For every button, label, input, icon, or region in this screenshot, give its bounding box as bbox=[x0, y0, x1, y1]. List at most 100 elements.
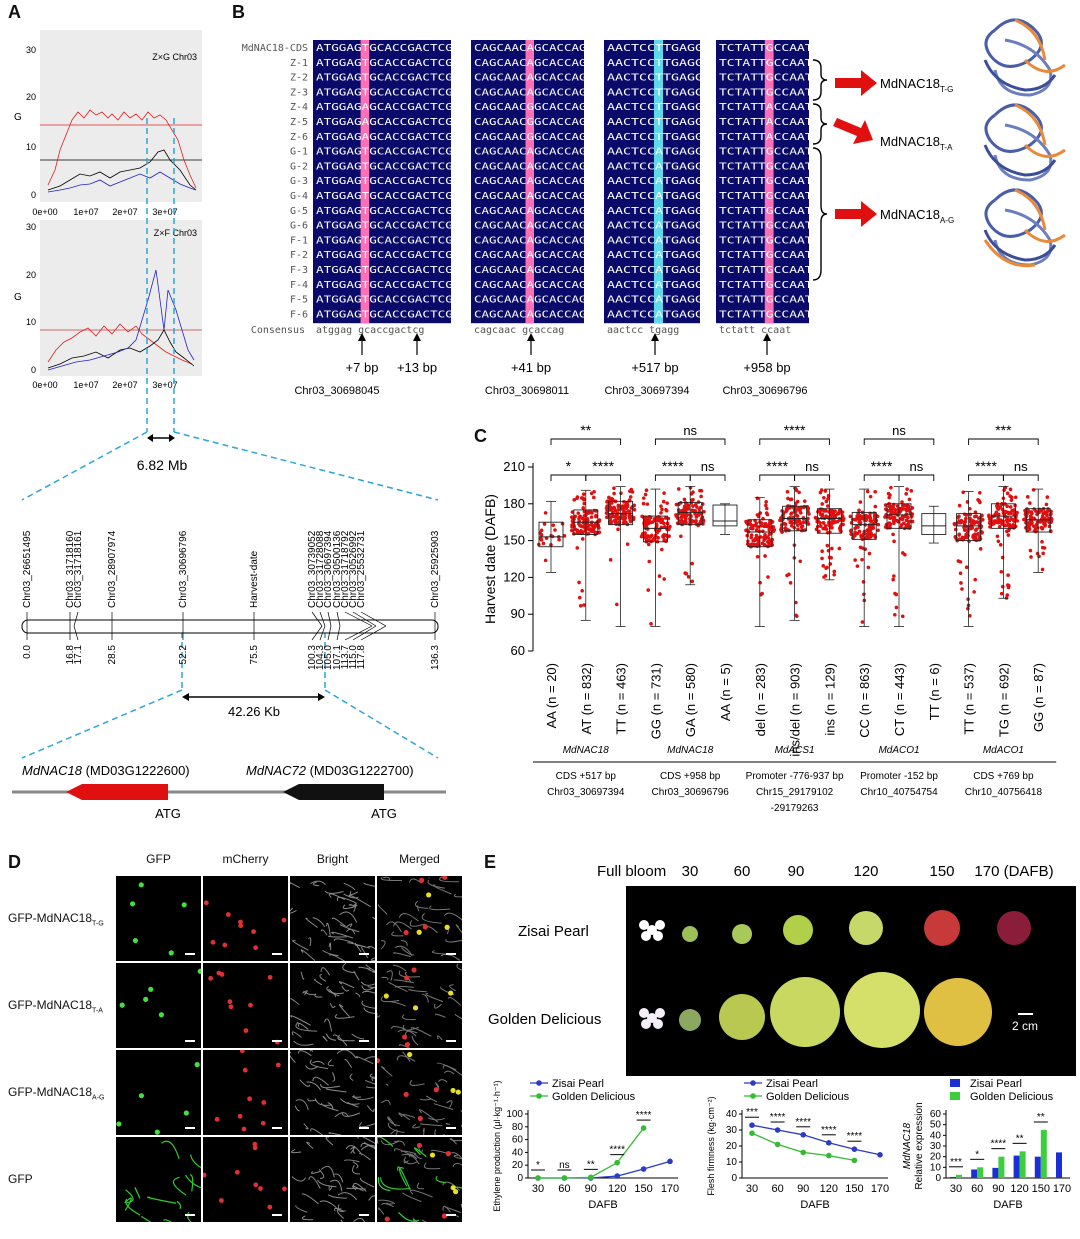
c-point bbox=[615, 602, 619, 607]
e-xtick: 170 bbox=[1053, 1183, 1071, 1195]
c-point bbox=[996, 539, 1001, 544]
alignment-sequence: ATGGAGTGCACCGACTCG bbox=[316, 191, 453, 202]
c-point bbox=[644, 537, 649, 541]
c-point bbox=[698, 488, 702, 493]
protein-structure-3 bbox=[983, 188, 1066, 268]
c-point bbox=[660, 507, 664, 512]
e-point bbox=[877, 1152, 883, 1158]
alignment-sequence: TCTATTGCCAAT bbox=[719, 221, 813, 232]
c-point bbox=[696, 513, 701, 517]
c-point bbox=[643, 517, 647, 521]
protein-structure-1 bbox=[983, 18, 1066, 97]
c-point bbox=[865, 528, 870, 533]
c-locus-line1: Promoter -776-937 bp bbox=[746, 771, 844, 782]
alignment-row-label: F-6 bbox=[290, 309, 308, 320]
c-point bbox=[1040, 545, 1045, 550]
c-point bbox=[643, 492, 648, 497]
c-ytick-label: 120 bbox=[503, 569, 525, 584]
e-sig-label: **** bbox=[847, 1131, 863, 1142]
c-point bbox=[627, 499, 632, 503]
e-series-line bbox=[751, 1124, 881, 1156]
c-box-14 bbox=[1022, 488, 1054, 573]
svg-text:90: 90 bbox=[788, 863, 805, 880]
c-point bbox=[586, 531, 591, 536]
alignment-sequence: AACTCCATGAGG bbox=[607, 176, 703, 187]
c-point bbox=[612, 514, 617, 519]
e-point bbox=[614, 1173, 620, 1179]
c-point bbox=[754, 533, 759, 538]
c-point bbox=[780, 509, 784, 513]
c-point bbox=[579, 529, 583, 533]
c-point bbox=[648, 534, 653, 539]
c-sig-label: *** bbox=[995, 425, 1012, 438]
e-xtick: 90 bbox=[992, 1183, 1004, 1195]
alignment-sequence: ATGGAGTGCACCGACTCG bbox=[316, 43, 453, 54]
e-point bbox=[667, 1158, 673, 1165]
c-point bbox=[1005, 504, 1010, 509]
c-locus-line2: Chr10_40754754 bbox=[860, 787, 938, 798]
gene-2-arrow bbox=[283, 784, 384, 800]
c-point bbox=[1045, 511, 1049, 515]
alignment-sequence: CAGCAACAGCACCAG bbox=[474, 221, 587, 232]
c-point bbox=[760, 541, 765, 546]
alignment-sequence: ATGGAGTGCACCGACTCG bbox=[316, 87, 453, 98]
alignment-sequence: CAGCAACAGCACCAG bbox=[474, 147, 587, 158]
c-point bbox=[826, 548, 831, 553]
c-point bbox=[612, 491, 616, 496]
c-point bbox=[766, 575, 770, 579]
c-point bbox=[578, 604, 583, 608]
c-point bbox=[581, 492, 586, 496]
alignment-sequence: TCTATTGCCAAT bbox=[719, 191, 813, 202]
c-sig-label: * bbox=[566, 458, 572, 474]
e-sig-label: **** bbox=[991, 1139, 1007, 1150]
c-locus-gene: MdNAC18 bbox=[563, 745, 610, 756]
c-point bbox=[657, 528, 662, 532]
c-point bbox=[573, 527, 578, 532]
consensus-label: Consensus bbox=[251, 325, 305, 336]
c-point bbox=[605, 508, 609, 513]
c-point bbox=[974, 533, 978, 537]
e-bar bbox=[1056, 1152, 1062, 1178]
c-group-label: CT (n = 443) bbox=[892, 663, 907, 736]
c-locus-line1: CDS +769 bp bbox=[973, 771, 1034, 782]
consensus-sequence: tctatt ccaat bbox=[719, 325, 791, 336]
c-point bbox=[891, 577, 895, 582]
c-point bbox=[662, 491, 666, 495]
alignment-row-label: G-6 bbox=[290, 221, 308, 232]
c-point bbox=[658, 592, 662, 596]
c-point bbox=[562, 534, 567, 538]
c-point bbox=[864, 514, 869, 519]
c-point bbox=[694, 522, 699, 526]
c-point bbox=[781, 513, 785, 517]
alignment-sequence: AACTCCTTGAGG bbox=[607, 117, 703, 128]
e-point bbox=[749, 1122, 755, 1128]
c-point bbox=[756, 525, 760, 529]
c-point bbox=[793, 521, 797, 525]
c-point bbox=[783, 522, 788, 527]
c-point bbox=[625, 542, 630, 546]
marker-position: 17.1 bbox=[73, 645, 84, 665]
svg-text:170 (DAFB): 170 (DAFB) bbox=[974, 863, 1053, 880]
d-row-label: GFP-MdNAC18T-G bbox=[8, 910, 104, 927]
c-point bbox=[644, 488, 649, 493]
c-point bbox=[662, 577, 667, 581]
c-point bbox=[575, 496, 579, 501]
c-point bbox=[580, 537, 585, 541]
alignment-sequence: TCTATTGCCAAT bbox=[719, 235, 813, 246]
c-locus-line3: -29179263 bbox=[771, 803, 819, 814]
c-point bbox=[752, 542, 757, 547]
e-point bbox=[800, 1132, 806, 1138]
c-point bbox=[557, 537, 561, 542]
c-sig-bracket bbox=[863, 438, 935, 445]
consensus-sequence: aactcc tgagg bbox=[607, 325, 679, 336]
c-point bbox=[900, 500, 904, 504]
marker-tick bbox=[336, 611, 341, 627]
c-point bbox=[832, 572, 836, 577]
alignment-sequence: CAGCAACAGCACCAG bbox=[474, 280, 587, 291]
marker-position: 136.3 bbox=[430, 645, 441, 670]
c-point bbox=[608, 496, 613, 501]
marker-position: 0.0 bbox=[22, 645, 33, 659]
c-box-5 bbox=[712, 503, 738, 535]
c-point bbox=[1026, 508, 1030, 513]
e-xlabel: DAFB bbox=[800, 1199, 829, 1211]
